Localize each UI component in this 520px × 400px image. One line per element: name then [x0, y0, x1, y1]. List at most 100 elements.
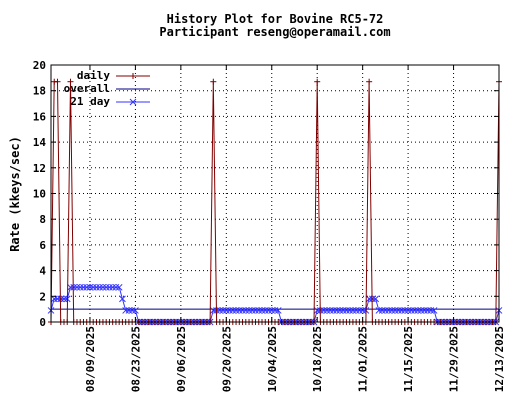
legend-label-daily: daily	[77, 69, 110, 82]
data-point	[349, 307, 357, 314]
data-point	[427, 307, 435, 314]
data-point	[132, 307, 139, 314]
data-point	[219, 307, 227, 314]
y-tick-label: 12	[33, 162, 46, 175]
data-point	[209, 307, 217, 314]
data-point	[401, 307, 409, 314]
data-point	[258, 307, 266, 314]
data-point	[119, 295, 126, 303]
data-point	[430, 307, 438, 314]
data-point	[222, 307, 230, 314]
y-tick-label: 6	[39, 239, 46, 252]
x-tick-label: 08/23/2025	[129, 326, 142, 392]
x-tick-label: 12/13/2025	[493, 326, 506, 392]
legend-marker	[129, 98, 137, 106]
chart-title: History Plot for Bovine RC5-72	[167, 12, 384, 26]
y-tick-label: 14	[33, 136, 47, 149]
data-point	[242, 307, 250, 314]
y-tick-label: 16	[33, 110, 47, 123]
data-point	[50, 295, 58, 303]
data-point	[89, 283, 97, 291]
data-point	[232, 307, 240, 314]
data-point	[268, 307, 276, 314]
data-point	[252, 307, 259, 314]
data-point	[356, 307, 363, 314]
data-point	[385, 307, 392, 314]
data-point	[67, 283, 74, 291]
data-point	[109, 283, 117, 291]
data-point	[80, 283, 87, 291]
data-point	[352, 307, 360, 314]
data-point	[83, 283, 91, 291]
x-tick-label: 09/20/2025	[220, 326, 233, 392]
x-tick-label: 10/18/2025	[311, 326, 324, 392]
x-tick-label: 09/06/2025	[175, 326, 188, 392]
y-tick-label: 18	[33, 85, 46, 98]
axis-ticks: 0 2 4 6 8 10 12 14 16 18 20 08/09/2025 08/23/2025 09/…	[33, 59, 506, 392]
data-point	[102, 283, 110, 291]
data-point	[320, 307, 328, 314]
legend: daily overall 21 day	[64, 69, 150, 108]
data-point	[398, 307, 405, 314]
series-line	[50, 286, 500, 323]
data-point	[125, 307, 133, 314]
series-21-day	[47, 283, 503, 326]
data-point	[128, 307, 136, 314]
x-tick-label: 11/29/2025	[448, 326, 461, 392]
data-point	[420, 307, 428, 314]
data-point	[388, 307, 396, 314]
x-tick-label: 11/01/2025	[357, 326, 370, 392]
y-tick-label: 8	[39, 213, 46, 226]
data-point	[239, 307, 246, 314]
data-point	[339, 307, 347, 314]
y-tick-label: 10	[33, 188, 46, 201]
data-point	[343, 307, 350, 314]
x-tick-label: 08/09/2025	[84, 326, 97, 392]
data-point	[424, 307, 431, 314]
data-point	[391, 307, 399, 314]
series-layer	[47, 78, 503, 326]
data-point	[229, 307, 237, 314]
legend-label-overall: overall	[64, 82, 110, 95]
data-point	[76, 283, 84, 291]
data-point	[216, 307, 224, 314]
data-point	[411, 307, 418, 314]
data-point	[54, 295, 61, 303]
data-point	[417, 307, 425, 314]
data-point	[395, 307, 402, 314]
data-point	[245, 307, 253, 314]
data-point	[375, 307, 383, 314]
data-point	[313, 307, 321, 314]
data-point	[330, 307, 337, 314]
data-point	[407, 307, 415, 314]
data-point	[93, 283, 100, 291]
grid-lines	[51, 65, 499, 322]
data-point	[265, 307, 272, 314]
data-point	[235, 307, 243, 314]
data-point	[106, 283, 113, 291]
data-point	[359, 307, 367, 314]
data-point	[323, 307, 331, 314]
data-point	[255, 307, 263, 314]
data-point	[122, 307, 130, 314]
data-point	[112, 283, 120, 291]
x-tick-label: 11/15/2025	[402, 326, 415, 392]
data-point	[372, 295, 379, 303]
x-tick-label: 10/04/2025	[266, 326, 279, 392]
y-tick-label: 4	[39, 265, 46, 278]
data-point	[382, 307, 389, 314]
data-point	[414, 307, 422, 314]
data-point	[346, 307, 354, 314]
data-point	[96, 283, 104, 291]
data-point	[99, 283, 107, 291]
data-point	[271, 307, 279, 314]
chart-subtitle: Participant reseng@operamail.com	[159, 25, 390, 39]
data-point	[336, 307, 344, 314]
data-point	[60, 295, 68, 303]
y-axis-label: Rate (kkeys/sec)	[8, 136, 22, 252]
data-point	[326, 307, 334, 314]
data-point	[226, 307, 233, 314]
data-point	[365, 295, 373, 303]
data-point	[115, 283, 123, 291]
